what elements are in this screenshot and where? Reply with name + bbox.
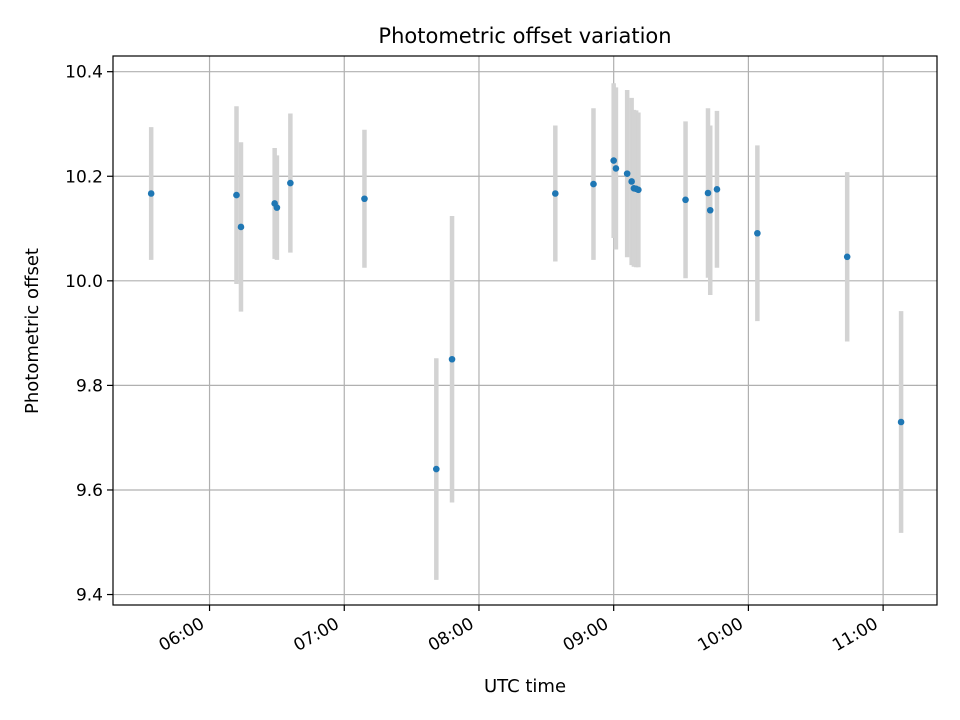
x-tick-label: 08:00	[425, 614, 477, 656]
data-point	[590, 180, 597, 188]
y-tick-label: 9.4	[76, 586, 103, 606]
x-tick-label: 06:00	[156, 614, 208, 656]
y-tick-label: 10.0	[65, 272, 103, 292]
data-point	[706, 206, 714, 214]
data-point	[233, 191, 240, 199]
x-tick-label: 11:00	[829, 614, 881, 656]
y-tick-label: 10.2	[65, 167, 103, 187]
data-point	[623, 170, 631, 177]
data-point	[713, 186, 721, 193]
data-point	[754, 229, 761, 237]
data-point	[610, 157, 617, 164]
data-point	[682, 196, 689, 204]
x-tick-label: 10:00	[694, 614, 746, 656]
data-point	[552, 190, 559, 197]
data-point	[433, 465, 440, 473]
y-tick-label: 10.4	[65, 63, 103, 83]
x-axis-label: UTC time	[484, 676, 566, 697]
grid-layer	[113, 56, 937, 605]
plot-frame	[112, 55, 938, 606]
errorbar-layer	[148, 83, 904, 580]
data-point	[897, 418, 905, 426]
y-tick-label: 9.6	[76, 481, 103, 501]
y-axis-label: Photometric offset	[22, 248, 43, 414]
data-point	[448, 355, 456, 363]
data-point	[628, 178, 635, 185]
data-point	[147, 190, 155, 197]
data-point	[843, 253, 851, 261]
point-layer	[147, 157, 905, 473]
data-point	[704, 189, 712, 197]
data-point	[237, 223, 245, 231]
tick-layer: 06:00 07:00 08:00 09:00 10:00 11:00 9.4 9.6 9.8 1…	[65, 63, 884, 656]
x-tick-label: 07:00	[290, 614, 342, 656]
data-point	[287, 179, 294, 187]
y-tick-label: 9.8	[76, 376, 103, 396]
x-tick-label: 09:00	[560, 614, 612, 656]
data-point	[612, 165, 620, 172]
chart-title: Photometric offset variation	[378, 24, 671, 48]
data-point	[361, 195, 368, 203]
data-point	[635, 186, 642, 194]
data-point	[273, 204, 281, 211]
